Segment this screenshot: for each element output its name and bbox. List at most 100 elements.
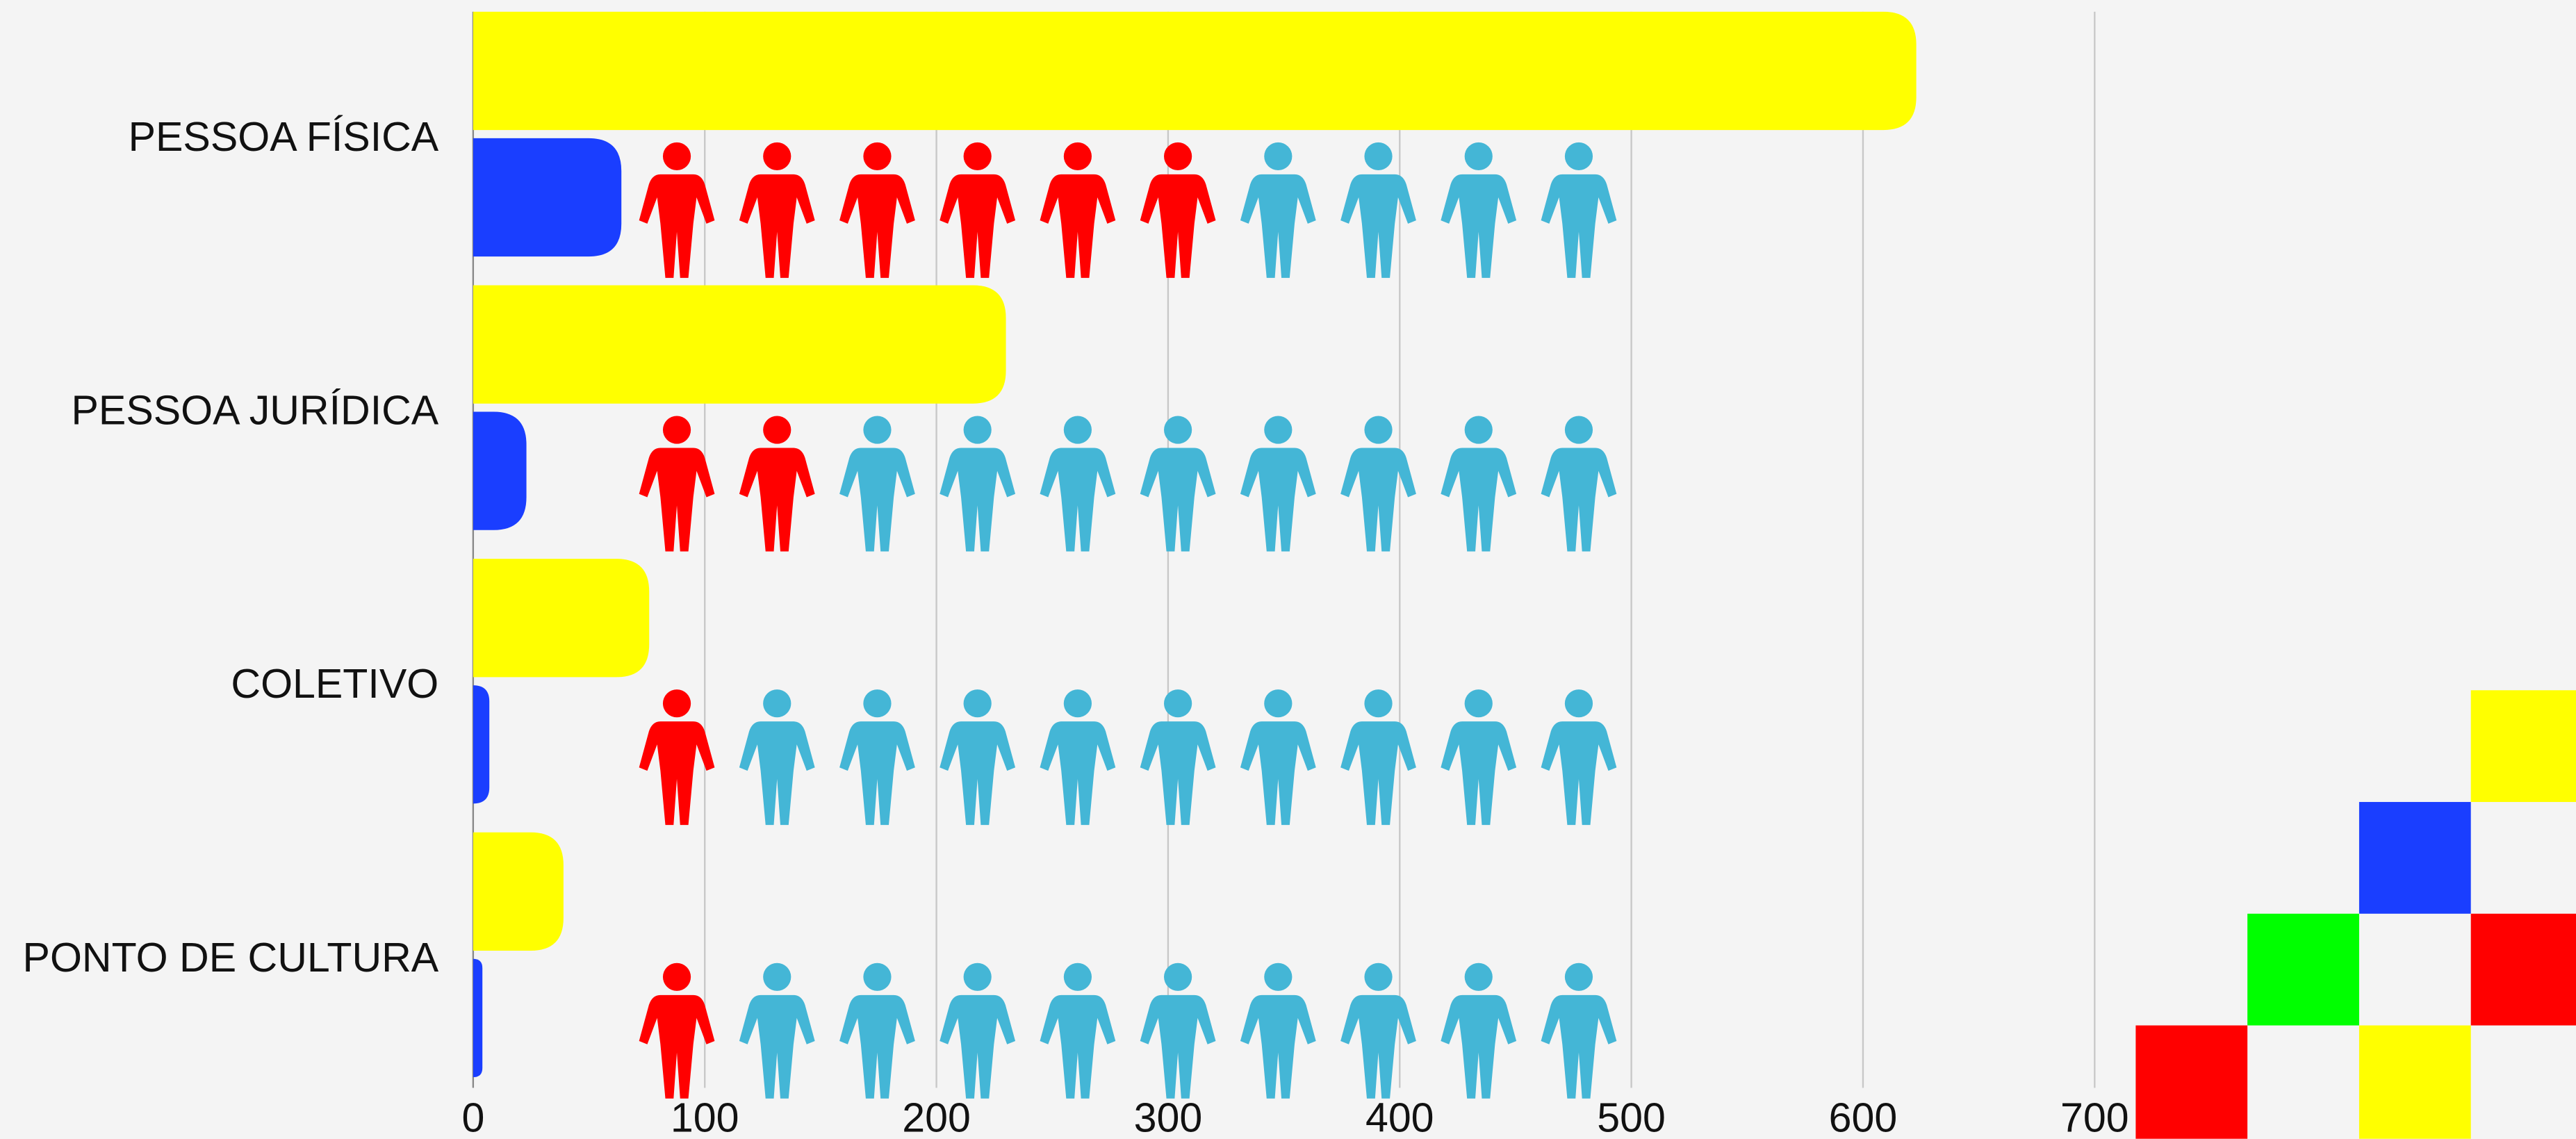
- person-body: [1240, 174, 1316, 278]
- bar: [473, 138, 622, 257]
- person-body: [739, 448, 815, 552]
- person-head: [1264, 416, 1293, 444]
- bar: [473, 411, 527, 530]
- person-icon: [1340, 962, 1416, 1099]
- person-body: [639, 174, 715, 278]
- person-head: [662, 416, 691, 444]
- person-body: [940, 174, 1016, 278]
- person-icon: [1340, 689, 1416, 826]
- person-icon: [1240, 416, 1316, 552]
- x-tick-label: 600: [1829, 1094, 1898, 1139]
- person-head: [863, 689, 892, 718]
- person-icon: [1441, 142, 1517, 278]
- person-head: [1164, 689, 1192, 718]
- bar: [473, 559, 650, 678]
- person-head: [1364, 962, 1393, 991]
- bar: [473, 285, 1006, 404]
- person-body: [1240, 994, 1316, 1099]
- person-head: [662, 142, 691, 171]
- person-body: [1441, 721, 1517, 826]
- person-icon: [839, 142, 915, 278]
- person-body: [940, 721, 1016, 826]
- person-icon: [639, 416, 715, 552]
- person-head: [763, 689, 791, 718]
- person-body: [1441, 448, 1517, 552]
- person-body: [940, 994, 1016, 1099]
- person-head: [1164, 416, 1192, 444]
- person-head: [1164, 142, 1192, 171]
- person-head: [963, 142, 992, 171]
- person-body: [1541, 721, 1617, 826]
- person-icon: [940, 962, 1016, 1099]
- person-body: [1140, 721, 1216, 826]
- y-tick-label: PESSOA FÍSICA: [129, 113, 439, 160]
- person-body: [1040, 721, 1116, 826]
- deco-square: [2470, 690, 2576, 803]
- person-head: [963, 416, 992, 444]
- person-body: [940, 448, 1016, 552]
- person-body: [839, 448, 915, 552]
- person-body: [1541, 174, 1617, 278]
- person-body: [1340, 448, 1416, 552]
- person-body: [1140, 174, 1216, 278]
- person-icon: [839, 416, 915, 552]
- deco-square: [2247, 913, 2359, 1026]
- x-tick-label: 700: [2060, 1094, 2129, 1139]
- person-body: [639, 994, 715, 1099]
- person-head: [1464, 416, 1493, 444]
- person-icon: [940, 142, 1016, 278]
- person-head: [1264, 689, 1293, 718]
- person-icon: [739, 142, 815, 278]
- person-head: [1063, 142, 1092, 171]
- person-head: [1063, 689, 1092, 718]
- person-icon: [1040, 142, 1116, 278]
- person-head: [1264, 142, 1293, 171]
- bar: [473, 832, 564, 951]
- person-icon: [1140, 689, 1216, 826]
- bar: [473, 11, 1917, 131]
- person-body: [1541, 448, 1617, 552]
- person-icon: [1140, 416, 1216, 552]
- person-body: [739, 994, 815, 1099]
- person-icon: [940, 689, 1016, 826]
- person-icon: [940, 416, 1016, 552]
- person-body: [1140, 994, 1216, 1099]
- person-icon: [1340, 416, 1416, 552]
- person-head: [1063, 416, 1092, 444]
- x-tick-label: 100: [671, 1094, 739, 1139]
- person-icon: [1140, 142, 1216, 278]
- person-body: [1541, 994, 1617, 1099]
- person-head: [1364, 689, 1393, 718]
- person-icon: [1441, 689, 1517, 826]
- bar: [473, 958, 483, 1078]
- person-head: [1464, 142, 1493, 171]
- person-head: [1464, 962, 1493, 991]
- person-icon: [639, 142, 715, 278]
- person-head: [1564, 962, 1593, 991]
- person-icon: [1441, 962, 1517, 1099]
- person-head: [1164, 962, 1192, 991]
- person-body: [1340, 174, 1416, 278]
- person-head: [1564, 689, 1593, 718]
- y-tick-label: COLETIVO: [231, 660, 438, 707]
- person-icon: [1541, 142, 1617, 278]
- person-head: [1063, 962, 1092, 991]
- person-body: [1240, 721, 1316, 826]
- person-body: [1140, 448, 1216, 552]
- person-head: [963, 962, 992, 991]
- person-head: [1464, 689, 1493, 718]
- person-icon: [739, 962, 815, 1099]
- person-body: [1240, 448, 1316, 552]
- person-body: [1441, 174, 1517, 278]
- person-icon: [1040, 962, 1116, 1099]
- person-icon: [1040, 689, 1116, 826]
- person-icon: [739, 416, 815, 552]
- person-body: [639, 721, 715, 826]
- person-icon: [1140, 962, 1216, 1099]
- person-head: [863, 142, 892, 171]
- person-icon: [739, 689, 815, 826]
- person-icon: [1441, 416, 1517, 552]
- bar: [473, 685, 490, 804]
- person-head: [1564, 416, 1593, 444]
- person-body: [839, 721, 915, 826]
